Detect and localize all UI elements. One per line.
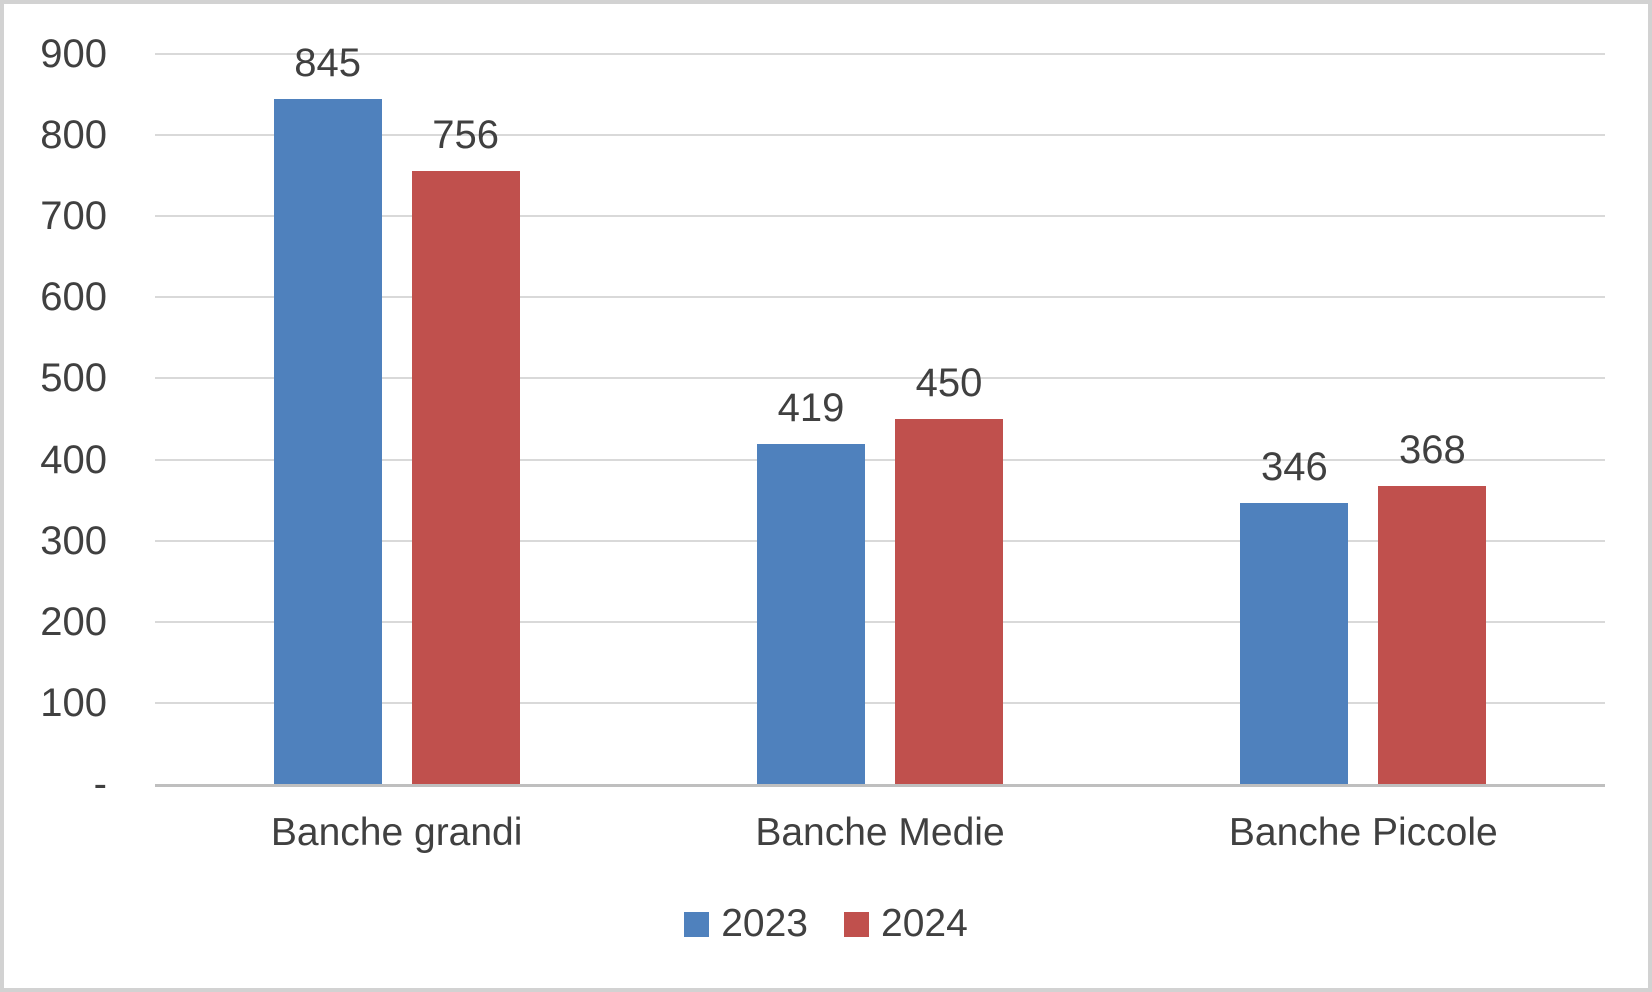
y-tick-label--: -: [93, 762, 107, 806]
legend-item-2023[interactable]: 2023: [684, 902, 808, 946]
category-label-banche-grandi: Banche grandi: [270, 811, 523, 854]
bar-2023-banche-medie[interactable]: [757, 444, 865, 784]
legend-swatch-2024-icon: [844, 911, 869, 937]
gridline-500: [155, 377, 1605, 380]
gridline-900: [155, 53, 1605, 55]
legend: 2023 2024: [4, 902, 1648, 946]
data-label-2024-banche-medie: 450: [915, 361, 983, 405]
data-label-2023-banche-grandi: 845: [294, 40, 362, 85]
category-label-banche-medie: Banche Medie: [755, 811, 1005, 854]
bar-2024-banche-piccole[interactable]: [1378, 485, 1487, 784]
legend-label-2024: 2024: [881, 902, 968, 945]
gridline-300: [155, 539, 1605, 542]
gridline-700: [155, 215, 1605, 218]
y-tick-label-700: 700: [40, 194, 107, 239]
y-tick-label-200: 200: [40, 599, 107, 644]
y-tick-label-100: 100: [40, 680, 107, 725]
bar-2024-banche-medie[interactable]: [895, 419, 1003, 784]
data-label-2023-banche-piccole: 346: [1260, 445, 1328, 490]
gridline-400: [155, 458, 1605, 461]
bar-2023-banche-piccole[interactable]: [1240, 503, 1349, 784]
y-tick-label-500: 500: [40, 356, 107, 401]
bar-2024-banche-grandi[interactable]: [411, 170, 520, 784]
gridline-800: [155, 134, 1605, 137]
gridline-100: [155, 701, 1605, 704]
legend-swatch-2023-icon: [684, 911, 710, 937]
data-label-2023-banche-medie: 419: [777, 386, 845, 431]
gridline-600: [155, 296, 1605, 299]
x-axis-line: [155, 784, 1605, 787]
gridline-200: [155, 620, 1605, 623]
y-tick-label-800: 800: [40, 113, 107, 158]
y-tick-label-400: 400: [40, 437, 107, 482]
bar-2023-banche-grandi[interactable]: [273, 98, 382, 784]
y-tick-label-600: 600: [40, 275, 107, 320]
legend-label-2023: 2023: [721, 902, 808, 945]
y-tick-label-900: 900: [40, 32, 107, 76]
data-label-2024-banche-grandi: 756: [432, 112, 500, 157]
y-tick-label-300: 300: [40, 518, 107, 563]
category-label-banche-piccole: Banche Piccole: [1228, 811, 1498, 854]
data-label-2024-banche-piccole: 368: [1398, 427, 1466, 472]
legend-item-2024[interactable]: 2024: [844, 902, 968, 946]
